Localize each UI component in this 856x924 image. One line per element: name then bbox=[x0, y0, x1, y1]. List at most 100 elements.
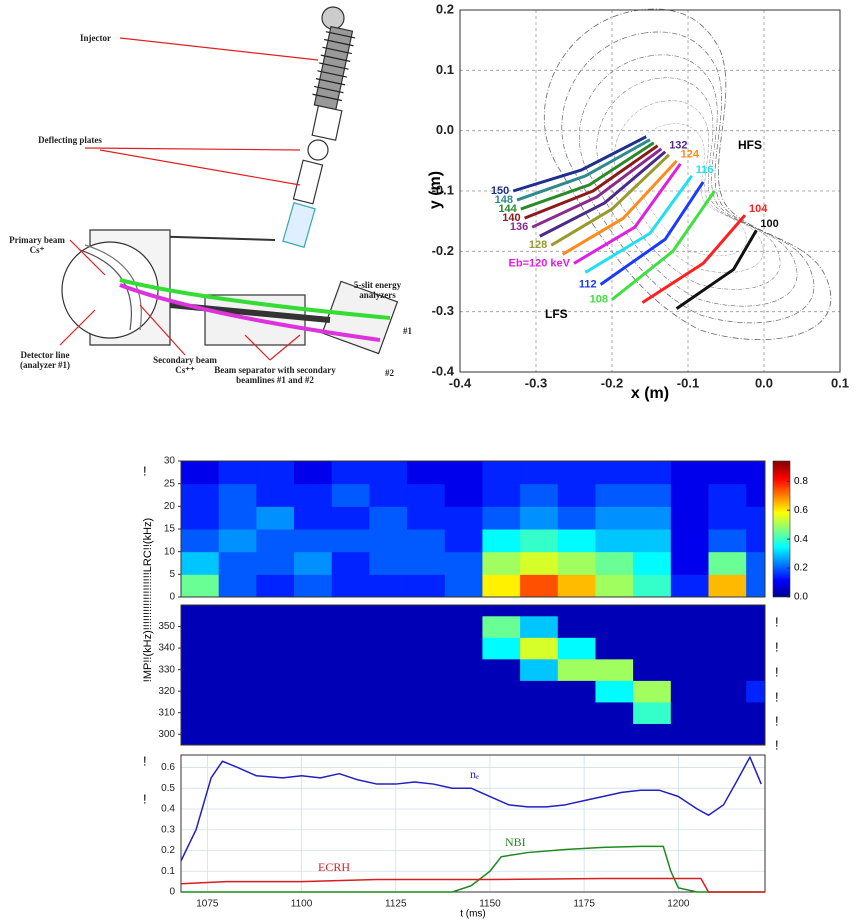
heatmap-cell bbox=[746, 615, 766, 638]
heatmap-cell bbox=[294, 483, 333, 507]
margin-mark: ! bbox=[775, 639, 779, 654]
series-line bbox=[524, 144, 659, 220]
heatmap-cell bbox=[218, 461, 257, 485]
heatmap-cell bbox=[746, 658, 766, 681]
heatmap-cell bbox=[520, 529, 559, 553]
heatmap-cell bbox=[407, 615, 446, 638]
y-tick-label: 0.0 bbox=[436, 122, 454, 137]
heatmap-cell bbox=[633, 701, 672, 724]
series-line bbox=[539, 150, 667, 238]
heatmap-cell bbox=[218, 605, 257, 617]
y-tick-label: -0.3 bbox=[432, 303, 454, 318]
heatmap-cell bbox=[670, 529, 709, 553]
heatmap-cell bbox=[181, 574, 220, 598]
heatmap-cell bbox=[557, 605, 596, 617]
heatmap-cell bbox=[520, 551, 559, 575]
heatmap-cell bbox=[407, 461, 446, 485]
heatmap-cell bbox=[670, 615, 709, 638]
heatmap-cell bbox=[331, 461, 370, 485]
heatmap-cell bbox=[181, 680, 220, 703]
heatmap-cell bbox=[520, 680, 559, 703]
heatmap-cell bbox=[407, 701, 446, 724]
colorbar bbox=[772, 460, 791, 598]
heatmap-cell bbox=[670, 680, 709, 703]
heatmap-cell bbox=[294, 615, 333, 638]
heatmap-cell bbox=[595, 574, 634, 598]
y-tick-label: 0.1 bbox=[436, 62, 454, 77]
heatmap-cell bbox=[482, 483, 521, 507]
x-tick-label: -0.3 bbox=[525, 375, 547, 390]
y-tick-label: 20 bbox=[164, 501, 176, 512]
series-label: ECRH bbox=[318, 860, 350, 874]
y-axis-label: y (m) bbox=[427, 171, 444, 209]
colorbar-tick-label: 0.0 bbox=[794, 592, 808, 603]
heatmap-cell bbox=[218, 680, 257, 703]
series-label: 140 bbox=[502, 212, 520, 224]
series-label: 136 bbox=[510, 221, 528, 233]
heatmap-cell bbox=[482, 637, 521, 660]
heatmap-cell bbox=[294, 551, 333, 575]
heatmap-cell bbox=[256, 605, 295, 617]
heatmap-cell bbox=[181, 461, 220, 485]
heatmap-cell bbox=[369, 551, 408, 575]
series-line bbox=[516, 138, 651, 202]
series-line bbox=[675, 229, 758, 310]
annotation: HFS bbox=[738, 138, 762, 152]
heatmap-cell bbox=[557, 701, 596, 724]
heatmap-cell bbox=[294, 506, 333, 530]
heatmap-cell bbox=[520, 483, 559, 507]
heatmap-cell bbox=[181, 615, 220, 638]
series-line bbox=[550, 153, 671, 247]
heatmap-cell bbox=[256, 723, 295, 746]
flux-contours bbox=[543, 8, 832, 340]
heatmap-cell bbox=[331, 506, 370, 530]
heatmap-cell bbox=[670, 723, 709, 746]
series-label: Eb=120 keV bbox=[509, 257, 571, 269]
heatmap-cell bbox=[670, 506, 709, 530]
heatmap-cell bbox=[670, 574, 709, 598]
heatmap-cell bbox=[294, 574, 333, 598]
y-tick-label: 30 bbox=[164, 456, 176, 467]
label: #1 bbox=[403, 326, 412, 336]
heatmap-cell bbox=[557, 461, 596, 485]
series-line bbox=[641, 214, 747, 304]
heatmap-cell bbox=[444, 461, 483, 485]
y-tick-label: 300 bbox=[158, 729, 175, 740]
y-tick-label: 0.2 bbox=[161, 845, 175, 856]
series-label: 100 bbox=[760, 218, 778, 230]
heatmap-cell bbox=[482, 701, 521, 724]
margin-mark: ! bbox=[143, 791, 147, 806]
plot-frame bbox=[180, 460, 766, 598]
margin-mark: ! bbox=[143, 463, 147, 478]
heatmap-cell bbox=[369, 658, 408, 681]
series-label: 112 bbox=[579, 278, 597, 290]
series-line bbox=[611, 190, 716, 301]
heatmap-cell bbox=[369, 637, 408, 660]
y-tick-label: 350 bbox=[158, 621, 175, 632]
heatmap-cell bbox=[595, 605, 634, 617]
heatmap-cell bbox=[482, 680, 521, 703]
series-label: 148 bbox=[495, 194, 513, 206]
y-tick-label: 0.5 bbox=[161, 783, 175, 794]
series-label: 104 bbox=[749, 203, 768, 215]
y-tick-label: 310 bbox=[158, 707, 175, 718]
heatmap-cell bbox=[444, 483, 483, 507]
heatmap-cell bbox=[482, 615, 521, 638]
heatmap-cell bbox=[595, 637, 634, 660]
heatmap-cell bbox=[633, 723, 672, 746]
heatmap-cell bbox=[218, 723, 257, 746]
heatmap-cell bbox=[407, 483, 446, 507]
heatmap-cell bbox=[369, 680, 408, 703]
heatmap-cell bbox=[181, 483, 220, 507]
heatmap-cell bbox=[708, 680, 747, 703]
heatmap-cell bbox=[331, 615, 370, 638]
x-tick-label: 1075 bbox=[196, 899, 219, 910]
margin-mark: ! bbox=[775, 614, 779, 629]
series-line bbox=[561, 159, 678, 256]
heatmap-cell bbox=[294, 723, 333, 746]
heatmap-cell bbox=[746, 506, 766, 530]
colorbar-tick-label: 0.2 bbox=[794, 563, 808, 574]
x-tick-label: 1125 bbox=[385, 899, 407, 910]
margin-mark: ! bbox=[143, 753, 147, 768]
